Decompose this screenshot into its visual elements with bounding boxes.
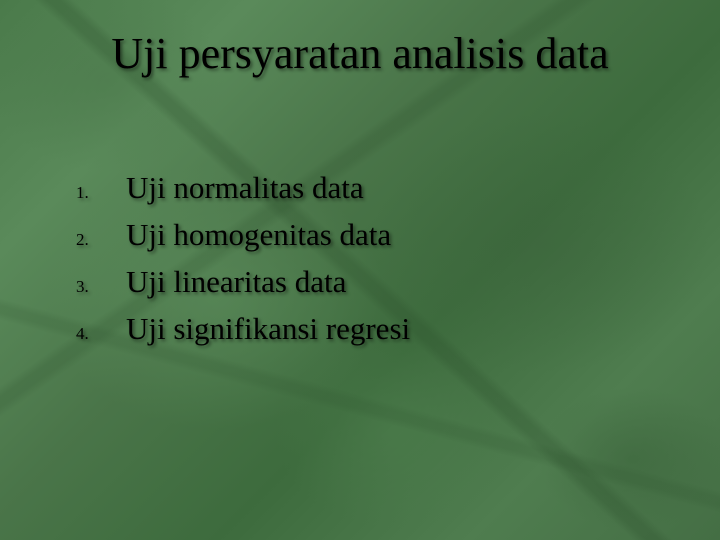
list-text: Uji homogenitas data: [126, 215, 391, 255]
list-item: 1. Uji normalitas data: [70, 168, 410, 213]
list-text: Uji normalitas data: [126, 168, 364, 208]
list-item: 4. Uji signifikansi regresi: [70, 309, 410, 354]
list-item: 2. Uji homogenitas data: [70, 215, 410, 260]
list-text: Uji linearitas data: [126, 262, 346, 302]
list-item: 3. Uji linearitas data: [70, 262, 410, 307]
list-number: 2.: [70, 220, 126, 260]
slide-content: Uji persyaratan analisis data 1. Uji nor…: [0, 0, 720, 540]
slide: Uji persyaratan analisis data 1. Uji nor…: [0, 0, 720, 540]
list-text: Uji signifikansi regresi: [126, 309, 410, 349]
slide-title: Uji persyaratan analisis data: [0, 28, 720, 79]
list-number: 1.: [70, 173, 126, 213]
list-number: 3.: [70, 267, 126, 307]
bullet-list: 1. Uji normalitas data 2. Uji homogenita…: [70, 168, 410, 356]
list-number: 4.: [70, 314, 126, 354]
